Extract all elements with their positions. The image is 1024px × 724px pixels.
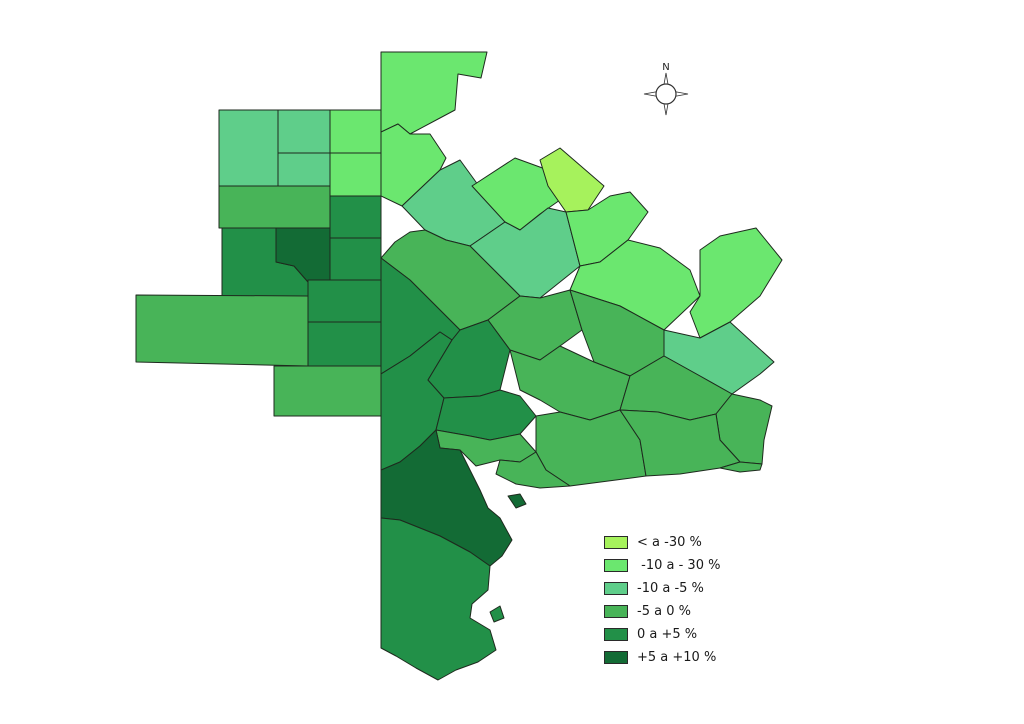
legend-label: +5 a +10 % (637, 650, 717, 665)
region-west-grid-ne1 (329, 109, 382, 154)
north-arrow-icon: N (643, 62, 689, 116)
region-east-arm (689, 227, 783, 339)
region-south-west-block (273, 365, 382, 417)
region-west-col-4 (307, 321, 382, 367)
legend-item: 0 a +5 % (604, 623, 764, 646)
legend-item: < a -30 % (604, 531, 764, 554)
legend-label: -10 a - 30 % (637, 558, 721, 573)
map-legend: < a -30 % -10 a - 30 % -10 a -5 % -5 a 0… (604, 531, 764, 669)
legend-item: -10 a -5 % (604, 577, 764, 600)
region-west-col-3 (307, 279, 382, 323)
region-west-grid-nw (218, 109, 279, 187)
region-south-bottom (380, 517, 497, 681)
compass-label: N (662, 62, 669, 73)
legend-swatch (604, 628, 628, 641)
legend-label: 0 a +5 % (637, 627, 698, 642)
region-west-grid-nm1 (277, 109, 331, 154)
region-west-grid-ne2 (329, 152, 382, 197)
region-island-2 (489, 605, 505, 623)
region-coast-4 (719, 461, 763, 473)
region-coast-3 (495, 451, 571, 489)
legend-swatch (604, 559, 628, 572)
legend-swatch (604, 605, 628, 618)
region-island-1 (507, 493, 527, 509)
region-west-col-2 (329, 237, 382, 281)
region-west-grid-nm2 (277, 152, 331, 187)
legend-swatch (604, 536, 628, 549)
legend-label: < a -30 % (637, 535, 702, 550)
region-west-band (218, 185, 331, 229)
legend-swatch (604, 582, 628, 595)
legend-label: -10 a -5 % (637, 581, 704, 596)
legend-item: -10 a - 30 % (604, 554, 764, 577)
region-north-strip-lower (380, 123, 447, 207)
region-north-strip-top (380, 51, 488, 135)
region-west-col-1 (329, 195, 382, 239)
legend-label: -5 a 0 % (637, 604, 691, 619)
legend-item: +5 a +10 % (604, 646, 764, 669)
legend-swatch (604, 651, 628, 664)
legend-item: -5 a 0 % (604, 600, 764, 623)
region-far-west-block (135, 294, 309, 367)
